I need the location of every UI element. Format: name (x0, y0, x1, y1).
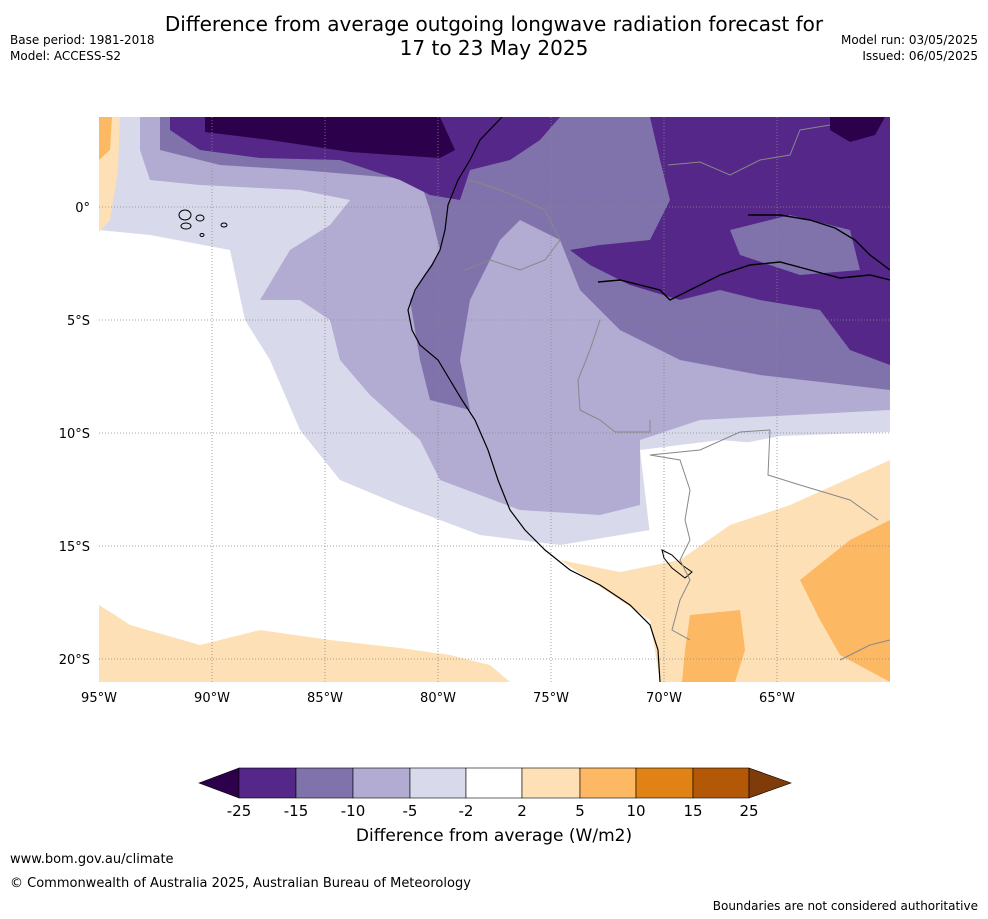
field-plus5-central (682, 610, 745, 682)
field-minus15-east (570, 117, 890, 365)
colorbar-swatch (465, 767, 523, 799)
footer-copyright: © Commonwealth of Australia 2025, Austra… (10, 876, 471, 891)
colorbar-tick: -5 (403, 802, 418, 820)
colorbar-tick: 2 (517, 802, 527, 820)
colorbar-swatch (521, 767, 581, 799)
colorbar-extend-low (198, 767, 240, 799)
field-white-patch (640, 432, 890, 560)
island (180, 222, 192, 230)
footer-url: www.bom.gov.au/climate (10, 852, 174, 867)
island (195, 214, 205, 222)
island (178, 209, 192, 221)
colorbar-tick: 15 (683, 802, 702, 820)
lat-labels: 0° 5°S 10°S 15°S 20°S (59, 201, 90, 668)
footer-note: Boundaries are not considered authoritat… (712, 899, 978, 913)
colorbar-tick: 5 (575, 802, 585, 820)
colorbar-ticks: -25 -15 -10 -5 -2 2 5 10 15 25 (227, 802, 759, 820)
field-plus2-south (560, 460, 890, 682)
lat-label-10s: 10°S (59, 427, 90, 442)
meta-right: Model run: 03/05/2025 Issued: 06/05/2025 (841, 32, 978, 64)
border-colombia-ecuador (464, 179, 561, 271)
colorbar-tick: 25 (739, 802, 758, 820)
border-bolivia (649, 454, 691, 641)
colorbar-tick: 10 (626, 802, 645, 820)
borders (464, 124, 890, 661)
lon-label-70w: 70°W (646, 691, 682, 706)
colorbar-swatch (635, 767, 694, 799)
colorbar-swatch (692, 767, 750, 799)
map-fields (99, 117, 890, 682)
coastlines (178, 117, 890, 682)
lon-label-75w: 75°W (533, 691, 569, 706)
colorbar-tick: -25 (227, 802, 252, 820)
coastline-amazon (597, 261, 890, 301)
title-line-1: Difference from average outgoing longwav… (164, 12, 824, 36)
model-name: Model: ACCESS-S2 (10, 49, 122, 63)
colorbar-swatch (579, 767, 637, 799)
colorbar-tick: -10 (341, 802, 366, 820)
colorbar-extend-high (748, 767, 792, 799)
field-minus10-inner (730, 215, 860, 275)
colorbar-swatch (352, 767, 411, 799)
map-svg: 0° 5°S 10°S 15°S 20°S 95°W 90°W 85°W 80°… (59, 117, 890, 706)
lon-label-80w: 80°W (420, 691, 456, 706)
title-line-2: 17 to 23 May 2025 (399, 36, 589, 60)
colorbar-tick: -15 (284, 802, 309, 820)
lat-label-20s: 20°S (59, 653, 90, 668)
colorbar-swatch (295, 767, 354, 799)
lat-label-0: 0° (75, 201, 90, 216)
issued-date: Issued: 06/05/2025 (862, 49, 978, 63)
colorbar-tick: -2 (459, 802, 474, 820)
field-plus2-southwest (99, 605, 510, 682)
lake-titicaca (661, 549, 693, 579)
colorbar: -25 -15 -10 -5 -2 2 5 10 15 25 (198, 767, 792, 820)
field-minus25-core-1 (205, 117, 455, 158)
field-plus5-northwest (99, 117, 112, 160)
border-chile (839, 639, 890, 661)
island (199, 233, 205, 237)
chart-title: Difference from average outgoing longwav… (0, 12, 988, 60)
colorbar-title: Difference from average (W/m2) (355, 826, 633, 846)
lon-label-85w: 85°W (307, 691, 343, 706)
field-plus5-east (800, 520, 890, 682)
coastline-south-america (407, 117, 661, 682)
lon-label-90w: 90°W (194, 691, 230, 706)
galapagos-islands (178, 209, 228, 237)
meta-left: Base period: 1981-2018 Model: ACCESS-S2 (10, 32, 155, 64)
border-venezuela (667, 124, 831, 176)
base-period: Base period: 1981-2018 (10, 33, 155, 47)
border-bolivia-brazil (649, 429, 879, 521)
colorbar-swatch (238, 767, 297, 799)
lat-label-5s: 5°S (67, 314, 90, 329)
lon-labels: 95°W 90°W 85°W 80°W 75°W 70°W 65°W (81, 691, 795, 706)
lon-label-65w: 65°W (759, 691, 795, 706)
gridlines (99, 117, 890, 682)
field-minus25-core-2 (830, 117, 885, 142)
coastline-amazon-north (748, 214, 890, 271)
colorbar-swatches (198, 767, 792, 799)
border-peru-brazil (577, 319, 651, 433)
colorbar-swatch (409, 767, 467, 799)
island (220, 222, 228, 228)
lon-label-95w: 95°W (81, 691, 117, 706)
lat-label-15s: 15°S (59, 540, 90, 555)
model-run: Model run: 03/05/2025 (840, 33, 978, 47)
